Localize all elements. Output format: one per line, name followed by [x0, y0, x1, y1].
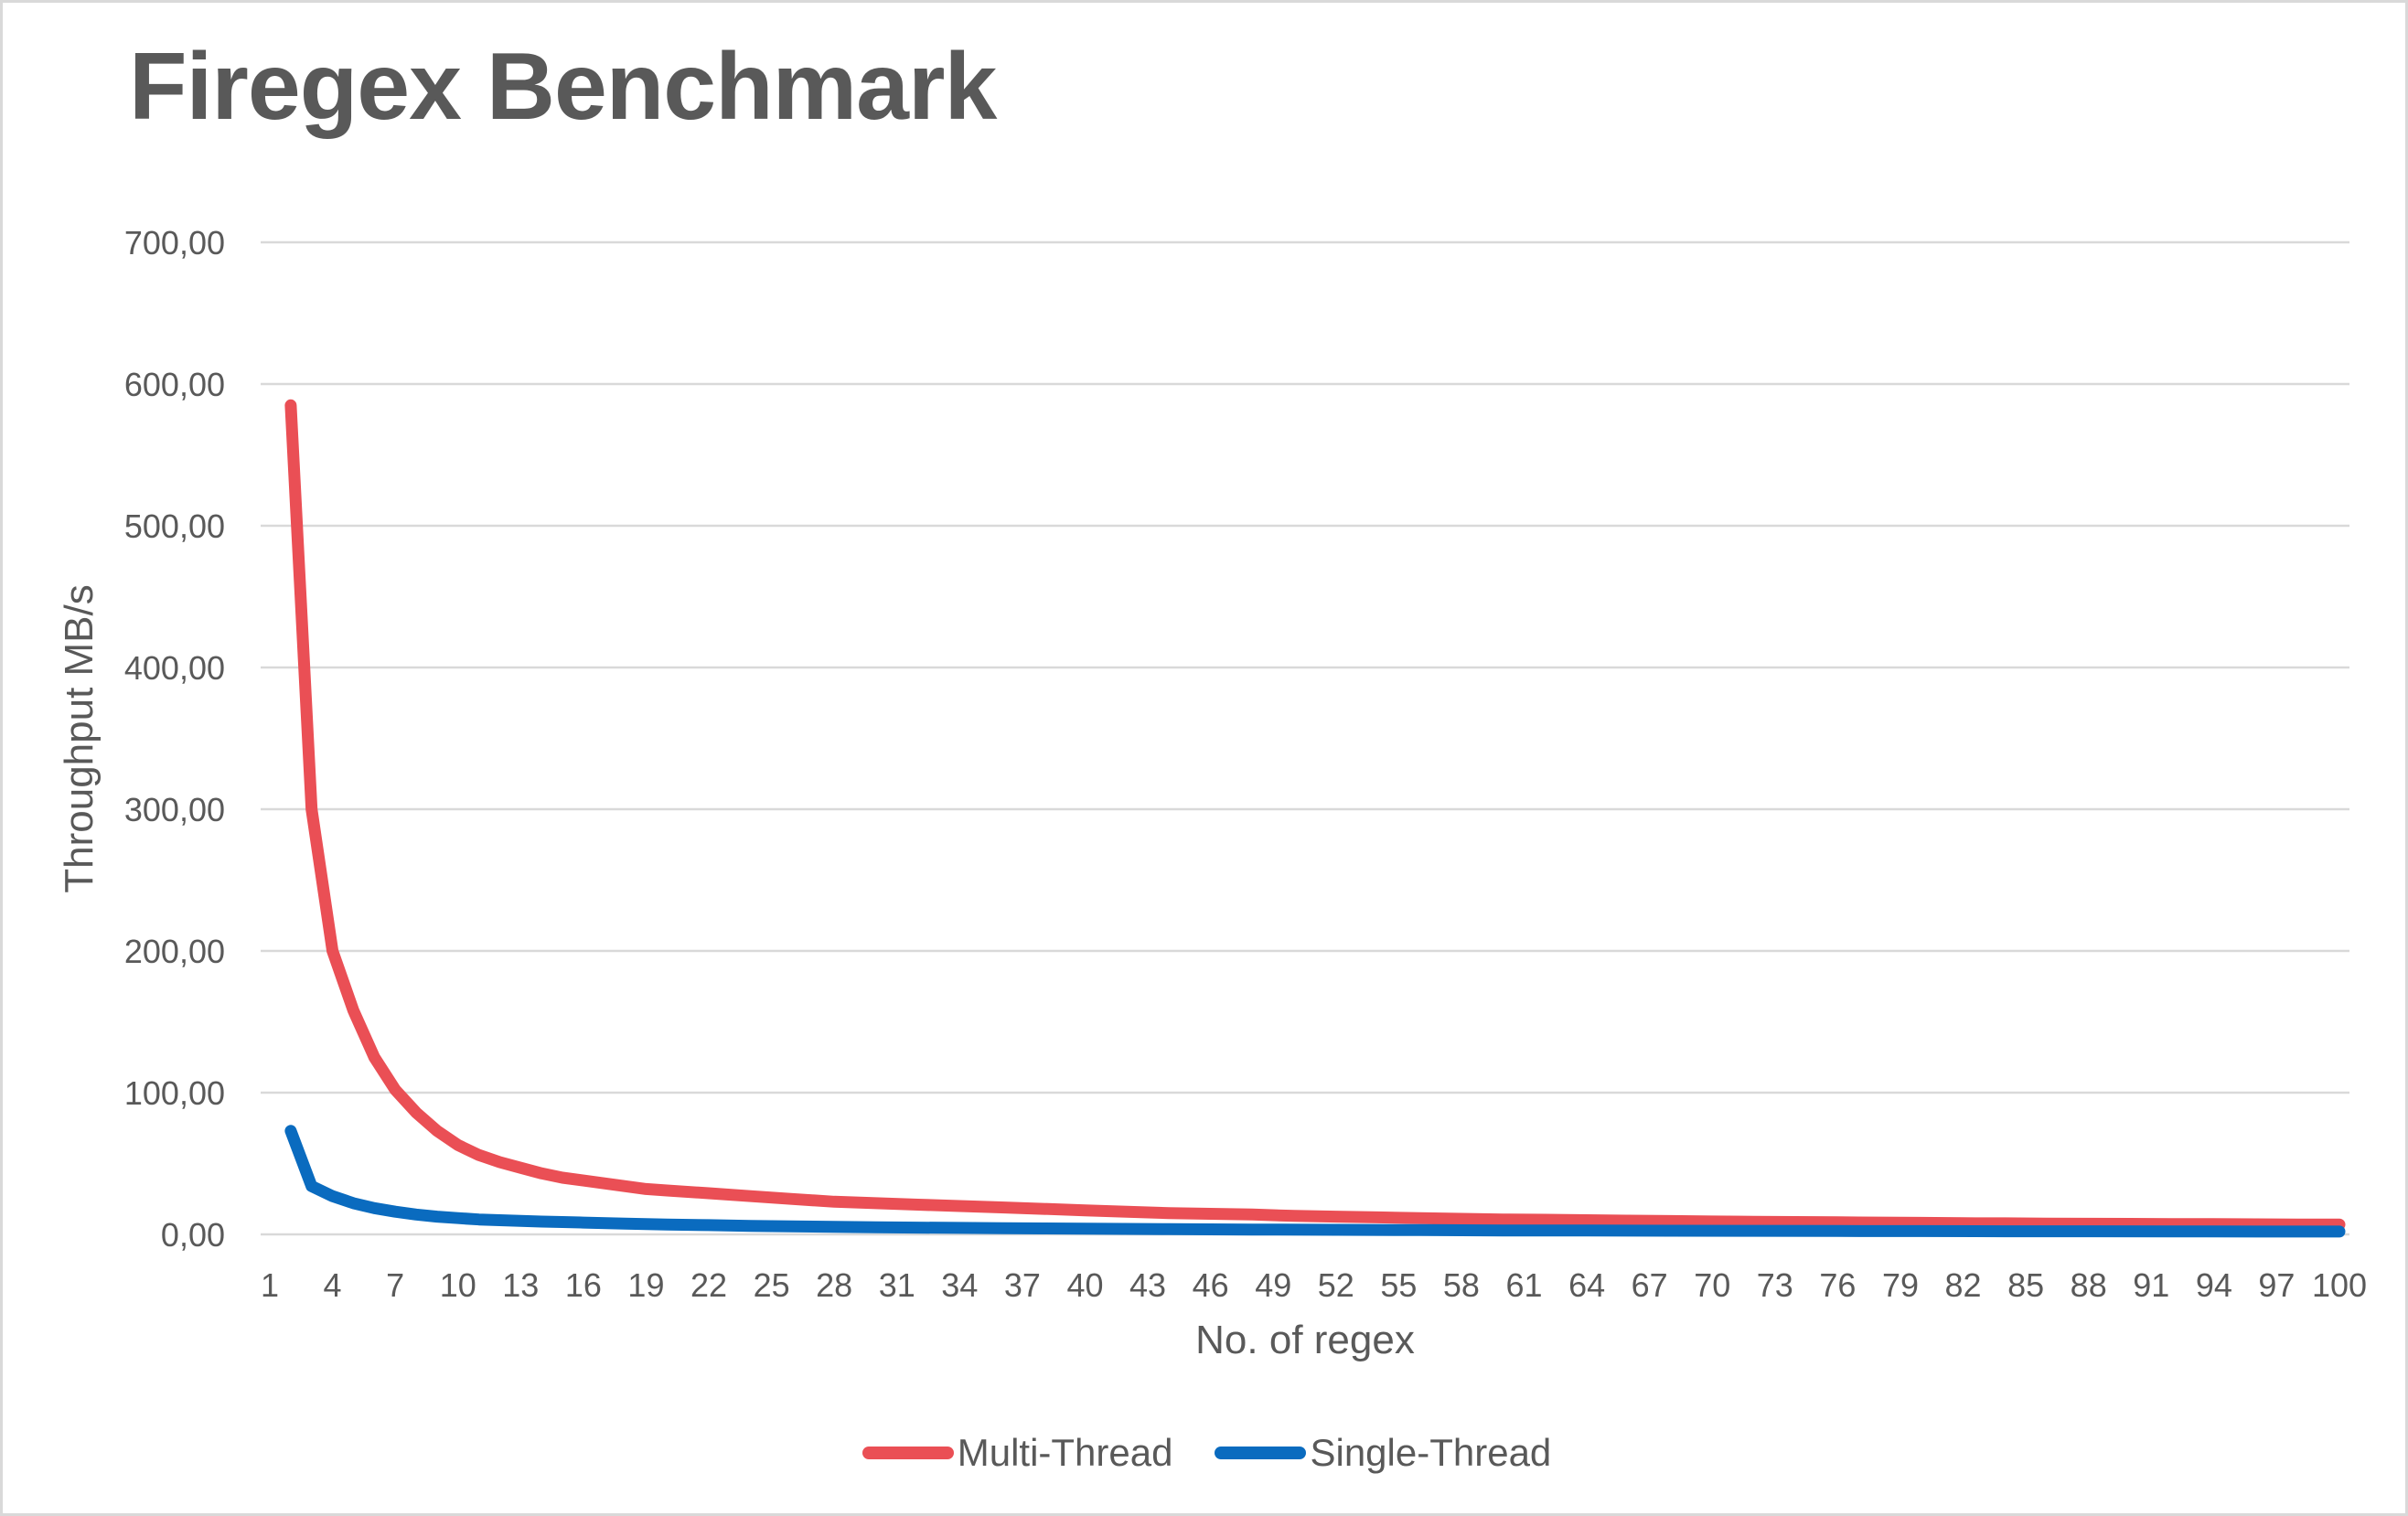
single-thread-line-swatch-icon [1215, 1447, 1307, 1459]
svg-text:500,00: 500,00 [124, 507, 225, 545]
legend-label-multi-thread: Multi-Thread [957, 1431, 1173, 1474]
x-axis-title: No. of regex [1195, 1318, 1415, 1362]
svg-text:31: 31 [879, 1266, 915, 1304]
svg-text:67: 67 [1632, 1266, 1668, 1304]
svg-text:79: 79 [1882, 1266, 1919, 1304]
svg-text:200,00: 200,00 [124, 933, 225, 970]
svg-text:1: 1 [261, 1266, 279, 1304]
x-tick-labels: 1 4 7 10 13 16 19 22 25 28 31 34 37 40 43 46 49 52 55 58 61 6… [261, 1266, 2367, 1304]
legend-item-single-thread: Single-Thread [1215, 1431, 1551, 1475]
svg-text:37: 37 [1004, 1266, 1041, 1304]
svg-text:600,00: 600,00 [124, 366, 225, 403]
svg-text:40: 40 [1066, 1266, 1103, 1304]
gridlines [261, 240, 2349, 1236]
svg-text:300,00: 300,00 [124, 791, 225, 828]
svg-text:55: 55 [1380, 1266, 1417, 1304]
svg-text:73: 73 [1757, 1266, 1793, 1304]
svg-text:70: 70 [1694, 1266, 1730, 1304]
svg-text:64: 64 [1568, 1266, 1605, 1304]
svg-text:58: 58 [1443, 1266, 1480, 1304]
svg-text:49: 49 [1255, 1266, 1291, 1304]
svg-text:10: 10 [440, 1266, 476, 1304]
y-axis-title: Throughput MB/s [57, 584, 102, 893]
svg-text:28: 28 [816, 1266, 852, 1304]
svg-text:19: 19 [627, 1266, 664, 1304]
svg-text:88: 88 [2071, 1266, 2107, 1304]
svg-text:76: 76 [1819, 1266, 1856, 1304]
legend-item-multi-thread: Multi-Thread [862, 1431, 1173, 1475]
svg-text:16: 16 [565, 1266, 602, 1304]
svg-text:61: 61 [1505, 1266, 1542, 1304]
series-line-multi-thread [284, 399, 2346, 1231]
svg-text:25: 25 [754, 1266, 790, 1304]
svg-text:0,00: 0,00 [161, 1216, 225, 1254]
legend-label-single-thread: Single-Thread [1310, 1431, 1552, 1474]
y-tick-labels: 0,00 100,00 200,00 300,00 400,00 500,00 600,00… [124, 224, 225, 1254]
svg-text:7: 7 [386, 1266, 404, 1304]
svg-text:94: 94 [2196, 1266, 2232, 1304]
svg-text:700,00: 700,00 [124, 224, 225, 262]
svg-text:100,00: 100,00 [124, 1074, 225, 1112]
svg-text:13: 13 [502, 1266, 539, 1304]
series-line-single-thread [284, 1125, 2346, 1238]
svg-text:100: 100 [2312, 1266, 2367, 1304]
svg-text:34: 34 [941, 1266, 978, 1304]
svg-text:91: 91 [2133, 1266, 2169, 1304]
plot-svg: 0,00 100,00 200,00 300,00 400,00 500,00 600,00… [124, 224, 2367, 1304]
svg-text:22: 22 [690, 1266, 727, 1304]
svg-text:4: 4 [324, 1266, 342, 1304]
svg-text:46: 46 [1193, 1266, 1229, 1304]
svg-text:43: 43 [1129, 1266, 1166, 1304]
chart-title: Firegex Benchmark [129, 34, 997, 140]
multi-thread-line-swatch-icon [862, 1447, 954, 1459]
svg-text:52: 52 [1318, 1266, 1354, 1304]
legend: Multi-Thread Single-Thread [3, 1431, 2405, 1475]
svg-text:400,00: 400,00 [124, 649, 225, 687]
svg-text:85: 85 [2007, 1266, 2044, 1304]
svg-text:82: 82 [1945, 1266, 1982, 1304]
svg-text:97: 97 [2258, 1266, 2295, 1304]
